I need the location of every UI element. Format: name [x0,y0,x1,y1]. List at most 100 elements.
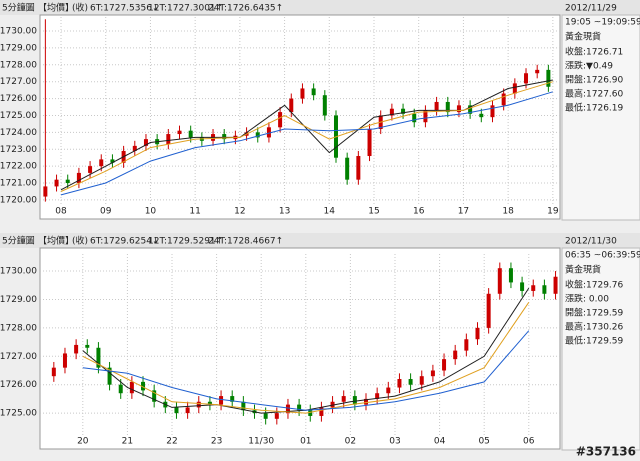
candle-body [508,268,513,283]
info-panel [561,247,640,451]
header-label: (收) [72,235,88,247]
header-label: 5分鐘圖 [2,2,35,14]
candle-body [497,268,502,294]
ma-line [60,79,553,191]
info-time: 06:35 ~06:39:59 [565,251,640,261]
x-tick-label: 10 [145,207,157,217]
candle-body [255,132,260,138]
candle-body [389,108,394,116]
candle-body [512,83,517,94]
candle-body [456,105,461,113]
candle-body [99,159,104,167]
candle-body [330,401,335,408]
y-tick-label: 1729.00 [0,295,37,305]
candle-body [263,413,268,419]
header-bar [0,0,640,15]
header-label: 5分鐘圖 [2,235,35,247]
candle-body [546,69,551,87]
candle-body [241,401,246,411]
candle-body [430,370,435,377]
candle-body [152,390,157,402]
candle-body [408,379,413,385]
candle-body [319,407,324,416]
candle-body [219,396,224,405]
candle-body [132,145,137,151]
info-row: 最低:1729.59 [565,335,624,347]
y-tick-label: 1724.00 [0,128,37,138]
y-tick-label: 1730.00 [0,27,37,37]
candle-body [419,376,424,385]
candle-body [479,113,484,118]
candle-body [364,398,369,405]
candle-body [464,339,469,351]
candle-body [207,401,212,405]
x-tick-label: 06 [523,437,535,447]
candle-body [96,347,101,368]
x-tick-label: 14 [324,207,336,217]
candle-body [143,139,148,146]
candle-body [524,73,529,84]
legend-entry: 6T:1729.6254↓ [90,237,159,247]
candle-body [352,396,357,405]
candle-body [423,110,428,123]
candle-body [356,156,361,180]
y-tick-label: 1726.00 [0,380,37,390]
legend-entry: 12T:1727.3001↑ [148,4,223,14]
candle-body [401,108,406,114]
candle-body [445,101,450,113]
legend-entry: 6T:1727.5356↓ [90,4,159,14]
x-tick-label: 21 [122,437,133,447]
plot-area [39,247,561,450]
legend-entry: 24T:1728.4667↑ [208,237,283,247]
y-tick-label: 1725.00 [0,409,37,419]
ma-line [60,91,553,196]
candle-body [542,285,547,294]
y-tick-label: 1722.00 [0,162,37,172]
y-tick-label: 1721.00 [0,179,37,189]
candle-body [118,384,123,394]
info-time: 19:05 ~19:09:59 [565,18,640,28]
candle-body [54,179,59,187]
candle-body [468,105,473,114]
info-row: 開盤:1729.59 [565,307,624,319]
header-bar [0,233,640,248]
candle-body [475,327,480,340]
candle-body [375,393,380,399]
candle-body [412,113,417,123]
plot-area [39,14,561,220]
x-tick-label: 12 [234,207,245,217]
candle-body [345,157,350,180]
x-tick-label: 11 [189,207,200,217]
x-tick-label: 03 [389,437,400,447]
x-tick-label: 23 [211,437,222,447]
candle-body [278,112,283,128]
candle-body [129,381,134,394]
candle-body [535,69,540,74]
candle-body [297,404,302,411]
candle-body [51,367,56,377]
legend-entry: 12T:1729.5291↑ [148,237,223,247]
candle-body [311,88,316,96]
info-date: 2012/11/29 [565,4,617,14]
info-product: 黃金現貨 [565,264,601,276]
x-tick-label: 13 [279,207,290,217]
candle-body [434,101,439,111]
header-label: 【均價】 [38,235,74,247]
info-row: 最高:1727.60 [565,88,624,100]
info-row: 漲跌:▼0.49 [565,61,613,72]
candle-body [85,344,90,348]
x-tick-label: 01 [300,437,311,447]
candle-body [174,407,179,414]
candle-body [341,396,346,402]
info-product: 黃金現貨 [565,31,601,43]
candle-body [397,379,402,388]
candle-body [453,350,458,360]
x-tick-label: 16 [413,207,425,217]
x-tick-label: 09 [100,207,112,217]
candle-body [274,413,279,419]
info-panel [561,14,640,221]
watermark-id: #357136 [576,445,636,459]
x-tick-label: 11/30 [248,437,274,447]
info-row: 最高:1730.26 [565,321,624,333]
